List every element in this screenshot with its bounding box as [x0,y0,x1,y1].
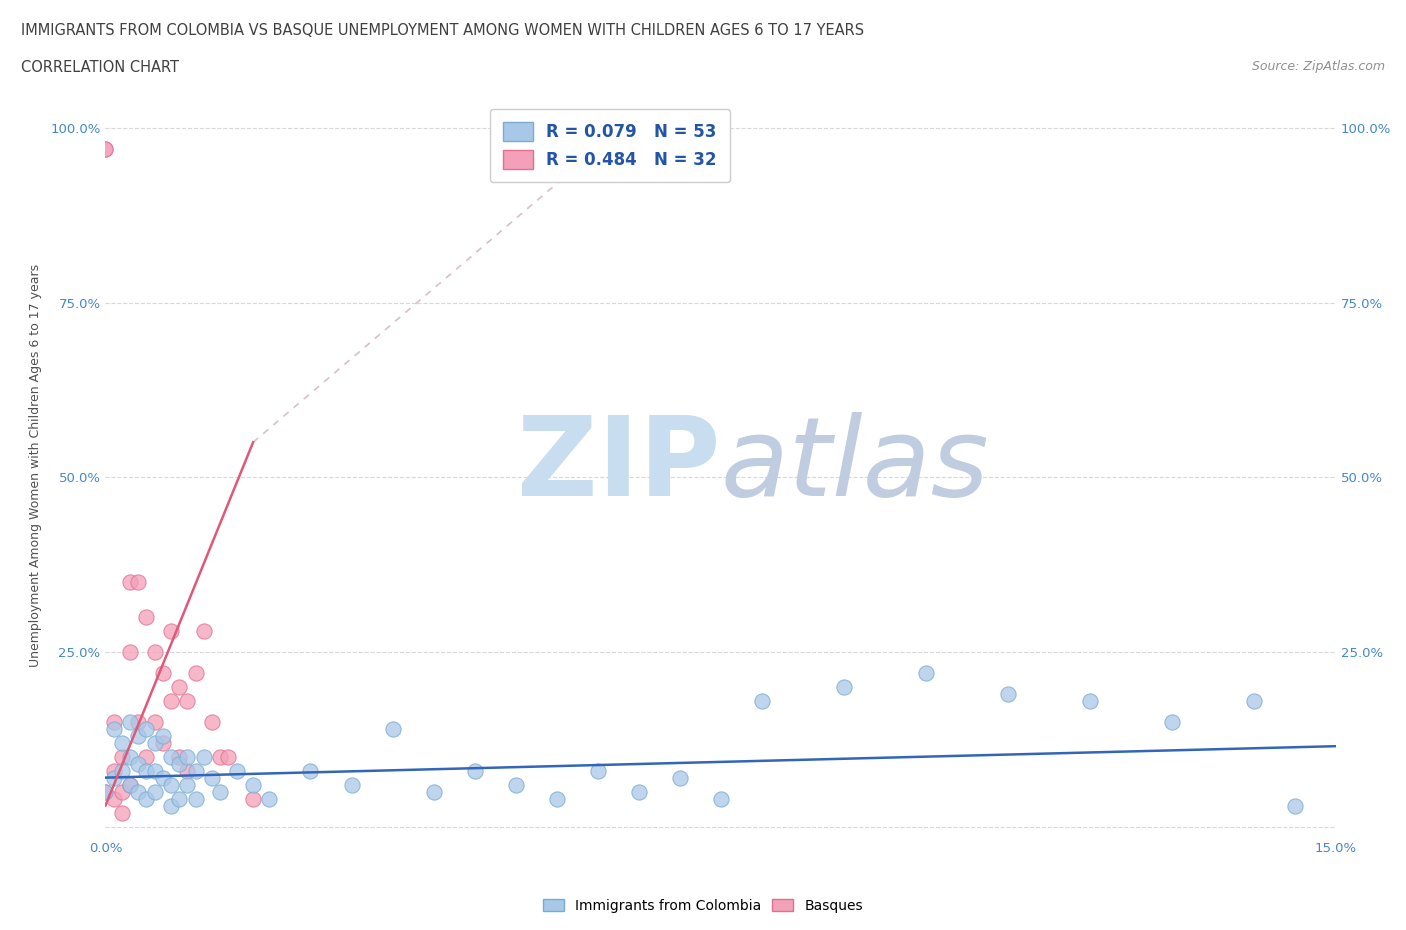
Point [127,714,149,729]
Text: ZIP: ZIP [517,411,721,519]
Point [218,750,240,764]
Point [135,764,157,778]
Point [120,714,141,729]
Point [668,770,690,785]
Point [546,791,568,806]
Point [94,141,117,156]
Point [152,728,174,743]
Point [299,764,322,778]
Point [135,750,157,764]
Point [135,609,157,624]
Point [160,623,183,638]
Point [94,784,117,799]
Point [169,750,191,764]
Point [169,679,191,694]
Point [627,784,650,799]
Point [832,679,855,694]
Point [111,784,134,799]
Point [143,644,166,659]
Point [111,736,134,751]
Point [184,791,207,806]
Point [120,750,141,764]
Point [111,764,134,778]
Point [1160,714,1182,729]
Point [160,750,183,764]
Point [184,764,207,778]
Point [111,750,134,764]
Text: IMMIGRANTS FROM COLOMBIA VS BASQUE UNEMPLOYMENT AMONG WOMEN WITH CHILDREN AGES 6: IMMIGRANTS FROM COLOMBIA VS BASQUE UNEMP… [21,23,865,38]
Point [586,764,609,778]
Point [152,770,174,785]
Point [176,764,198,778]
Point [1284,798,1306,813]
Point [176,694,198,709]
Point [94,784,117,799]
Point [193,750,215,764]
Point [103,722,125,737]
Point [169,791,191,806]
Point [111,805,134,820]
Point [184,665,207,680]
Point [381,722,404,737]
Point [209,750,232,764]
Point [143,736,166,751]
Point [160,777,183,792]
Point [1078,694,1101,709]
Point [464,764,486,778]
Point [135,722,157,737]
Point [422,784,444,799]
Point [340,777,363,792]
Point [160,694,183,709]
Point [127,575,149,590]
Point [201,714,224,729]
Point [103,770,125,785]
Legend: Immigrants from Colombia, Basques: Immigrants from Colombia, Basques [537,894,869,919]
Point [209,784,232,799]
Point [242,777,264,792]
Point [103,764,125,778]
Point [201,770,224,785]
Point [120,777,141,792]
Point [242,791,264,806]
Point [152,736,174,751]
Point [103,791,125,806]
Point [120,575,141,590]
Point [160,798,183,813]
Point [152,665,174,680]
Point [135,791,157,806]
Point [914,665,936,680]
Legend: R = 0.079   N = 53, R = 0.484   N = 32: R = 0.079 N = 53, R = 0.484 N = 32 [489,109,730,182]
Point [169,756,191,771]
Point [143,714,166,729]
Point [505,777,527,792]
Point [710,791,733,806]
Point [176,777,198,792]
Point [997,686,1019,701]
Text: CORRELATION CHART: CORRELATION CHART [21,60,179,75]
Point [751,694,773,709]
Point [103,714,125,729]
Point [143,784,166,799]
Point [143,764,166,778]
Point [1243,694,1265,709]
Point [176,750,198,764]
Point [127,784,149,799]
Point [193,623,215,638]
Point [120,777,141,792]
Point [94,141,117,156]
Point [225,764,247,778]
Text: atlas: atlas [721,411,990,519]
Point [259,791,281,806]
Point [120,644,141,659]
Text: Source: ZipAtlas.com: Source: ZipAtlas.com [1251,60,1385,73]
Point [127,728,149,743]
Y-axis label: Unemployment Among Women with Children Ages 6 to 17 years: Unemployment Among Women with Children A… [30,263,42,667]
Point [127,756,149,771]
